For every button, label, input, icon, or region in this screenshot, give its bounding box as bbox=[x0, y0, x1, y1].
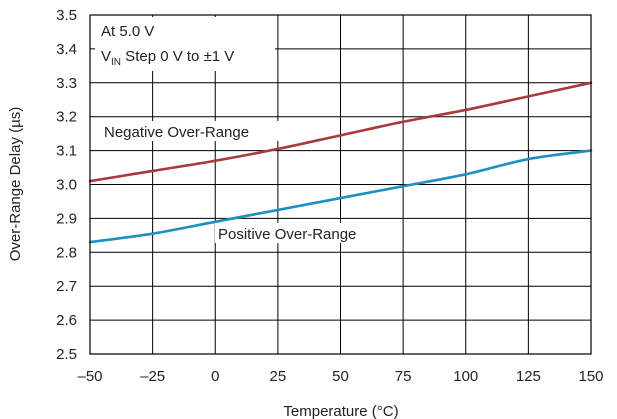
y-axis-title: Over-Range Delay (µs) bbox=[7, 107, 24, 262]
x-tick-label: –50 bbox=[77, 368, 102, 385]
x-tick-label: 150 bbox=[578, 368, 603, 385]
x-tick-label: 25 bbox=[270, 368, 287, 385]
y-tick-label: 2.6 bbox=[56, 312, 77, 329]
x-tick-label: 100 bbox=[453, 368, 478, 385]
x-tick-label: 50 bbox=[332, 368, 349, 385]
negative-label-background bbox=[100, 121, 290, 141]
annotation-line-1: At 5.0 V bbox=[101, 23, 154, 40]
series-lines bbox=[88, 81, 593, 244]
x-axis-title: Temperature (°C) bbox=[283, 403, 398, 419]
annotation-v: V bbox=[101, 48, 111, 65]
grid-lines bbox=[89, 14, 592, 355]
y-tick-label: 3.1 bbox=[56, 143, 77, 160]
x-tick-label: –25 bbox=[140, 368, 165, 385]
x-tick-label: 125 bbox=[516, 368, 541, 385]
y-tick-label: 3.2 bbox=[56, 109, 77, 126]
y-tick-label: 3.4 bbox=[56, 41, 77, 58]
y-tick-label: 2.5 bbox=[56, 346, 77, 363]
annotation-box: At 5.0 V VIN Step 0 V to ±1 V bbox=[95, 17, 275, 71]
y-tick-label: 2.8 bbox=[56, 244, 77, 261]
y-tick-label: 3.0 bbox=[56, 177, 77, 194]
y-tick-label: 2.9 bbox=[56, 210, 77, 227]
negative-label-box: Negative Over-Range bbox=[100, 121, 290, 141]
x-tick-label: 75 bbox=[395, 368, 412, 385]
negative-over-range-line bbox=[88, 81, 593, 183]
positive-over-range-line bbox=[88, 149, 593, 244]
positive-over-range-label: Positive Over-Range bbox=[218, 226, 356, 243]
positive-label-box: Positive Over-Range bbox=[215, 223, 397, 243]
y-tick-label: 2.7 bbox=[56, 278, 77, 295]
x-tick-label: 0 bbox=[211, 368, 219, 385]
positive-label-background bbox=[215, 223, 397, 243]
x-tick-labels: –50 –25 0 25 50 75 100 125 150 bbox=[77, 368, 603, 385]
annotation-step-text: Step 0 V to ±1 V bbox=[121, 48, 234, 65]
annotation-background bbox=[95, 17, 275, 71]
annotation-subscript-in: IN bbox=[111, 57, 121, 68]
y-tick-label: 3.5 bbox=[56, 7, 77, 24]
y-tick-labels: 2.5 2.6 2.7 2.8 2.9 3.0 3.1 3.2 3.3 3.4 3.5 bbox=[56, 7, 77, 363]
annotation-line-2: VIN Step 0 V to ±1 V bbox=[101, 48, 234, 68]
plot-frame bbox=[89, 14, 592, 355]
negative-over-range-label: Negative Over-Range bbox=[104, 124, 249, 141]
y-tick-label: 3.3 bbox=[56, 75, 77, 92]
